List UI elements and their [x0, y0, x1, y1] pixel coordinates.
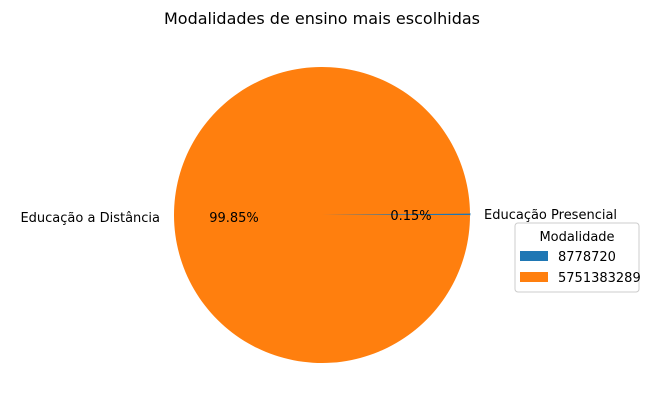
legend-entry-distancia: 5751383289 — [558, 271, 641, 286]
slice-percent-distancia: 99.85% — [209, 211, 259, 226]
pie-slices — [174, 66, 471, 363]
chart-title: Modalidades de ensino mais escolhidas — [164, 9, 480, 28]
legend-entry-presencial: 8778720 — [558, 250, 616, 265]
legend: Modalidade 8778720 5751383289 — [514, 222, 641, 293]
pie-slice-distancia — [174, 66, 471, 363]
legend-swatch-distancia — [520, 272, 548, 282]
slice-percent-presencial: 0.15% — [390, 209, 431, 224]
legend-swatch-presencial — [520, 251, 548, 261]
pie-slice-presencial — [321, 213, 471, 216]
slice-label-presencial: Educação Presencial — [484, 208, 617, 223]
legend-title: Modalidade — [539, 230, 614, 245]
slice-label-distancia: Educação a Distância — [20, 211, 160, 226]
